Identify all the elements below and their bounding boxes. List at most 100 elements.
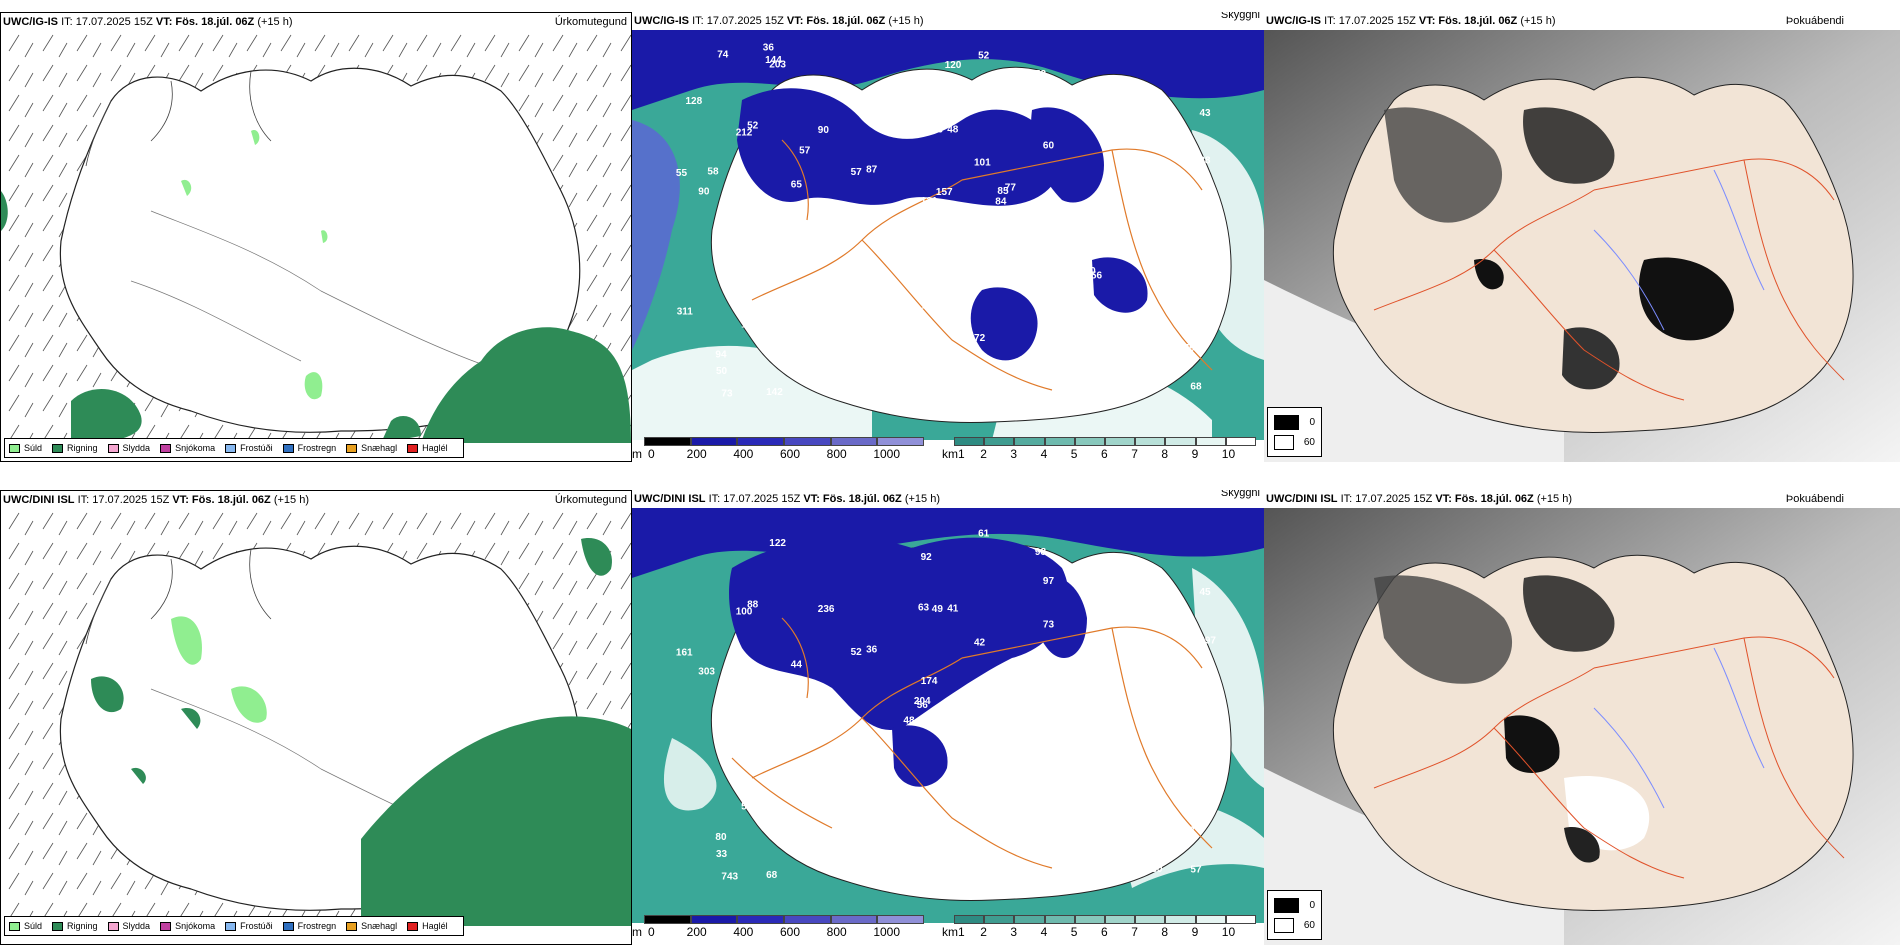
visibility-value-label: 94 [943,238,955,249]
lead-time: (+15 h) [257,16,293,28]
precip-map-svg [1,509,631,926]
legend-item: Súld [9,921,42,931]
height-scale: m 0 200 400 600 800 1000 [632,915,932,940]
panel-title: Úrkomutegund [554,16,627,28]
scale-tick-label: 10 [1221,925,1236,939]
scale-tick-label: 5 [1070,447,1078,461]
visibility-value-label: 57 [799,146,811,157]
visibility-value-label: 41 [947,604,959,615]
legend-item: Slydda [107,921,150,931]
visibility-value-label: 98 [1035,547,1047,558]
visibility-value-label: 80 [715,832,727,843]
visibility-value-label: 51 [859,368,871,379]
scale-segment [830,915,878,924]
scale-tick-label: 6 [1101,925,1108,939]
visibility-value-label: 57 [851,167,863,178]
fog-legend: 0 60 [1267,407,1322,457]
init-time: IT: 17.07.2025 15Z [77,494,170,506]
visibility-value-label: 77 [924,830,936,841]
visibility-value-label: 130 [1146,864,1163,875]
visibility-value-label: 203 [769,60,786,71]
legend-item: Frostregn [282,921,336,931]
lead-time: (+15 h) [904,493,941,505]
visibility-value-label: 80 [918,123,930,134]
visibility-scale: km 1 2 3 4 5 6 7 8 9 10 [942,915,1264,940]
fog-map-svg [1264,30,1900,462]
visibility-value-label: 297 [1199,635,1216,646]
scale-segment [1044,915,1075,924]
scale-unit: m [632,447,642,461]
lead-time: (+15 h) [888,15,924,27]
legend-swatch [107,921,119,931]
visibility-value-label: 57 [996,206,1008,217]
visibility-value-label: 122 [741,320,758,331]
visibility-value-label: 54 [804,351,816,362]
legend-item: Haglél [407,443,448,453]
panel-title: Skyggni [1220,12,1260,21]
precip-type-legend: Súld Rigning Slydda Snjókoma Frostúði Fr… [4,916,464,936]
visibility-value-label: 180 [914,818,931,829]
visibility-value-label: 174 [921,676,938,687]
init-time: IT: 17.07.2025 15Z [1340,493,1433,505]
visibility-value-label: 101 [974,158,991,169]
visibility-value-label: 134 [821,792,838,803]
visibility-value-label: 90 [698,186,710,197]
valid-time: VT: Fös. 18.júl. 06Z [155,16,255,28]
scale-tick-label: 6 [1101,447,1108,461]
visibility-value-label: 50 [1085,266,1097,277]
visibility-value-label: 56 [1091,271,1103,282]
legend-swatch [52,443,64,453]
visibility-value-label: 68 [1190,382,1202,393]
scale-tick-label: 10 [1221,447,1236,461]
scale-unit: km [942,925,958,939]
visibility-value-label: 58 [707,167,719,178]
visibility-value-label: 50 [716,366,728,377]
lead-time: (+15 h) [273,494,310,506]
visibility-value-label: 89 [1048,268,1060,279]
panel-header: UWC/IG-IS IT: 17.07.2025 15Z VT: Fös. 18… [1,13,631,31]
scale-unit: km [942,447,958,461]
low-cloud-north [729,537,1069,730]
visibility-value-label: 141 [757,313,774,324]
scale-tick-label: 600 [780,925,801,939]
legend-item: Frostúði [225,921,273,931]
visibility-value-label: 150 [1037,346,1054,357]
visibility-value-label: 77 [1005,183,1017,194]
panel-title: Skyggni [1220,490,1260,499]
visibility-value-label: 93 [1184,825,1196,836]
visibility-value-label: 90 [995,677,1007,688]
iceland-outline [59,67,581,433]
visibility-value-label: 157 [936,187,953,198]
visibility-value-label: 49 [932,604,944,615]
scale-tick-label: 1000 [873,447,901,461]
panel-visibility-igis: UWC/IG-IS IT: 17.07.2025 15Z VT: Fös. 18… [632,12,1264,462]
visibility-value-label: 864 [981,693,998,704]
legend-item: Súld [9,443,42,453]
valid-time: VT: Fös. 18.júl. 06Z [803,493,902,505]
visibility-value-label: 102 [895,80,912,91]
scale-segment [1225,915,1256,924]
visibility-value-label: 76 [932,125,944,136]
legend-item: Snæhagl [346,921,397,931]
model-name: UWC/DINI ISL [3,494,75,506]
visibility-scale: km 1 2 3 4 5 6 7 8 9 10 [942,437,1264,462]
visibility-value-label: 105 [1082,88,1099,99]
fog-legend: 0 60 [1267,890,1322,940]
rain-area-south [71,389,142,443]
visibility-value-label: 97 [1043,576,1055,587]
panel-header: UWC/DINI ISL IT: 17.07.2025 15Z VT: Fös.… [1264,490,1900,508]
visibility-value-label: 55 [676,168,688,179]
visibility-value-label: 33 [716,849,728,860]
visibility-value-label: 55 [1091,752,1103,763]
rivers [1593,169,1765,331]
panel-title: Þokuábendi [1785,15,1844,27]
visibility-value-label: 71 [829,315,841,326]
visibility-value-label: 94 [715,350,727,361]
visibility-value-label: 74 [717,49,729,60]
visibility-value-label: 61 [978,529,990,540]
legend-item: Snjókoma [160,921,215,931]
visibility-value-label: 53 [741,802,753,813]
visibility-value-label: 66 [943,719,955,730]
visibility-value-label: 65 [791,180,803,191]
scale-tick-label: 800 [826,447,847,461]
